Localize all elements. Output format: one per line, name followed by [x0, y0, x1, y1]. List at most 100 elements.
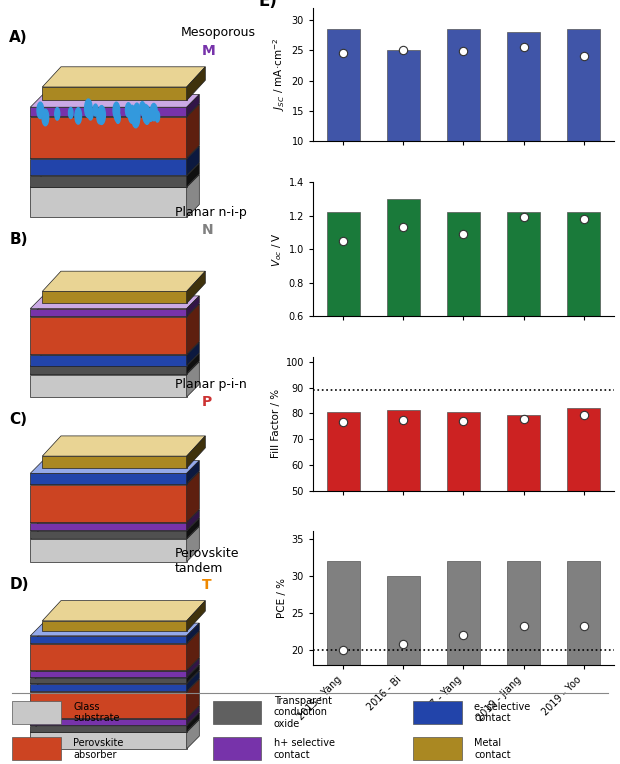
Polygon shape [187, 436, 205, 468]
Polygon shape [187, 472, 199, 522]
Polygon shape [187, 342, 199, 365]
Polygon shape [30, 107, 187, 116]
Bar [567, 561, 600, 764]
Circle shape [142, 105, 148, 120]
Circle shape [55, 108, 60, 120]
Polygon shape [187, 518, 199, 539]
FancyBboxPatch shape [12, 737, 61, 760]
Polygon shape [30, 362, 199, 374]
Text: Perovskite
absorber: Perovskite absorber [73, 738, 123, 759]
Text: Transparent
conduction
oxide: Transparent conduction oxide [273, 696, 332, 729]
Polygon shape [30, 671, 199, 684]
Bar [387, 576, 420, 764]
Bar [327, 561, 360, 764]
Polygon shape [30, 296, 199, 309]
Bar [567, 408, 600, 619]
Polygon shape [30, 175, 199, 187]
Polygon shape [42, 436, 205, 456]
Polygon shape [30, 623, 199, 636]
Text: Perovskite
tandem: Perovskite tandem [175, 547, 239, 575]
Polygon shape [30, 531, 187, 539]
Y-axis label: $J_{SC}$ / mA·cm$^{-2}$: $J_{SC}$ / mA·cm$^{-2}$ [272, 38, 287, 111]
Polygon shape [30, 539, 187, 562]
Circle shape [116, 112, 120, 123]
Polygon shape [42, 66, 205, 87]
FancyBboxPatch shape [213, 737, 262, 760]
Polygon shape [187, 623, 199, 643]
Bar [387, 199, 420, 416]
Polygon shape [30, 706, 199, 719]
Polygon shape [30, 679, 199, 692]
Polygon shape [187, 720, 199, 749]
Y-axis label: Fill Factor / %: Fill Factor / % [272, 389, 281, 458]
Bar [447, 412, 480, 619]
Circle shape [155, 111, 159, 122]
Polygon shape [30, 366, 187, 374]
Polygon shape [30, 159, 187, 176]
Bar [507, 415, 540, 619]
Bar [447, 212, 480, 416]
Polygon shape [30, 146, 199, 159]
Polygon shape [187, 665, 199, 683]
Polygon shape [30, 526, 199, 539]
Polygon shape [30, 631, 199, 644]
Circle shape [84, 99, 92, 118]
Text: Planar n-i-p: Planar n-i-p [175, 206, 246, 219]
Polygon shape [42, 271, 205, 291]
Polygon shape [30, 354, 199, 366]
Circle shape [128, 105, 136, 123]
Circle shape [128, 106, 135, 121]
Polygon shape [187, 175, 199, 217]
Circle shape [75, 108, 81, 124]
Polygon shape [30, 342, 199, 355]
Polygon shape [187, 706, 199, 725]
Bar [327, 29, 360, 202]
Polygon shape [187, 510, 199, 530]
Polygon shape [30, 304, 199, 317]
FancyBboxPatch shape [414, 701, 462, 724]
Polygon shape [30, 484, 187, 522]
FancyBboxPatch shape [213, 701, 262, 724]
Circle shape [133, 107, 140, 125]
Polygon shape [187, 104, 199, 158]
Polygon shape [30, 104, 199, 117]
Polygon shape [30, 461, 199, 474]
Polygon shape [42, 601, 205, 621]
Polygon shape [30, 678, 187, 683]
Text: C): C) [9, 412, 27, 427]
Text: Glass
substrate: Glass substrate [73, 701, 120, 724]
Circle shape [150, 103, 157, 121]
Polygon shape [30, 518, 199, 531]
Polygon shape [187, 526, 199, 562]
FancyBboxPatch shape [414, 737, 462, 760]
Text: Metal
contact: Metal contact [474, 738, 511, 759]
Y-axis label: PCE / %: PCE / % [277, 578, 287, 618]
Polygon shape [30, 671, 187, 677]
Polygon shape [30, 355, 187, 365]
Polygon shape [187, 66, 205, 101]
Polygon shape [30, 117, 187, 158]
Text: Mesoporous: Mesoporous [180, 26, 255, 40]
Bar [327, 412, 360, 619]
Polygon shape [187, 631, 199, 670]
Polygon shape [187, 713, 199, 732]
Y-axis label: $V_{oc}$ / V: $V_{oc}$ / V [271, 231, 285, 267]
Polygon shape [187, 601, 205, 631]
Polygon shape [30, 692, 187, 718]
Polygon shape [30, 187, 187, 217]
Polygon shape [42, 456, 187, 468]
Bar [327, 212, 360, 416]
Circle shape [125, 102, 131, 117]
Polygon shape [30, 665, 199, 678]
Polygon shape [187, 296, 199, 316]
Text: D): D) [9, 577, 29, 591]
Text: N: N [202, 223, 213, 238]
Polygon shape [187, 679, 199, 718]
Text: e- selective
contact: e- selective contact [474, 701, 530, 724]
Polygon shape [187, 95, 199, 116]
Polygon shape [30, 726, 187, 732]
Polygon shape [30, 317, 187, 354]
Bar [507, 212, 540, 416]
Polygon shape [187, 671, 199, 691]
Polygon shape [187, 146, 199, 176]
